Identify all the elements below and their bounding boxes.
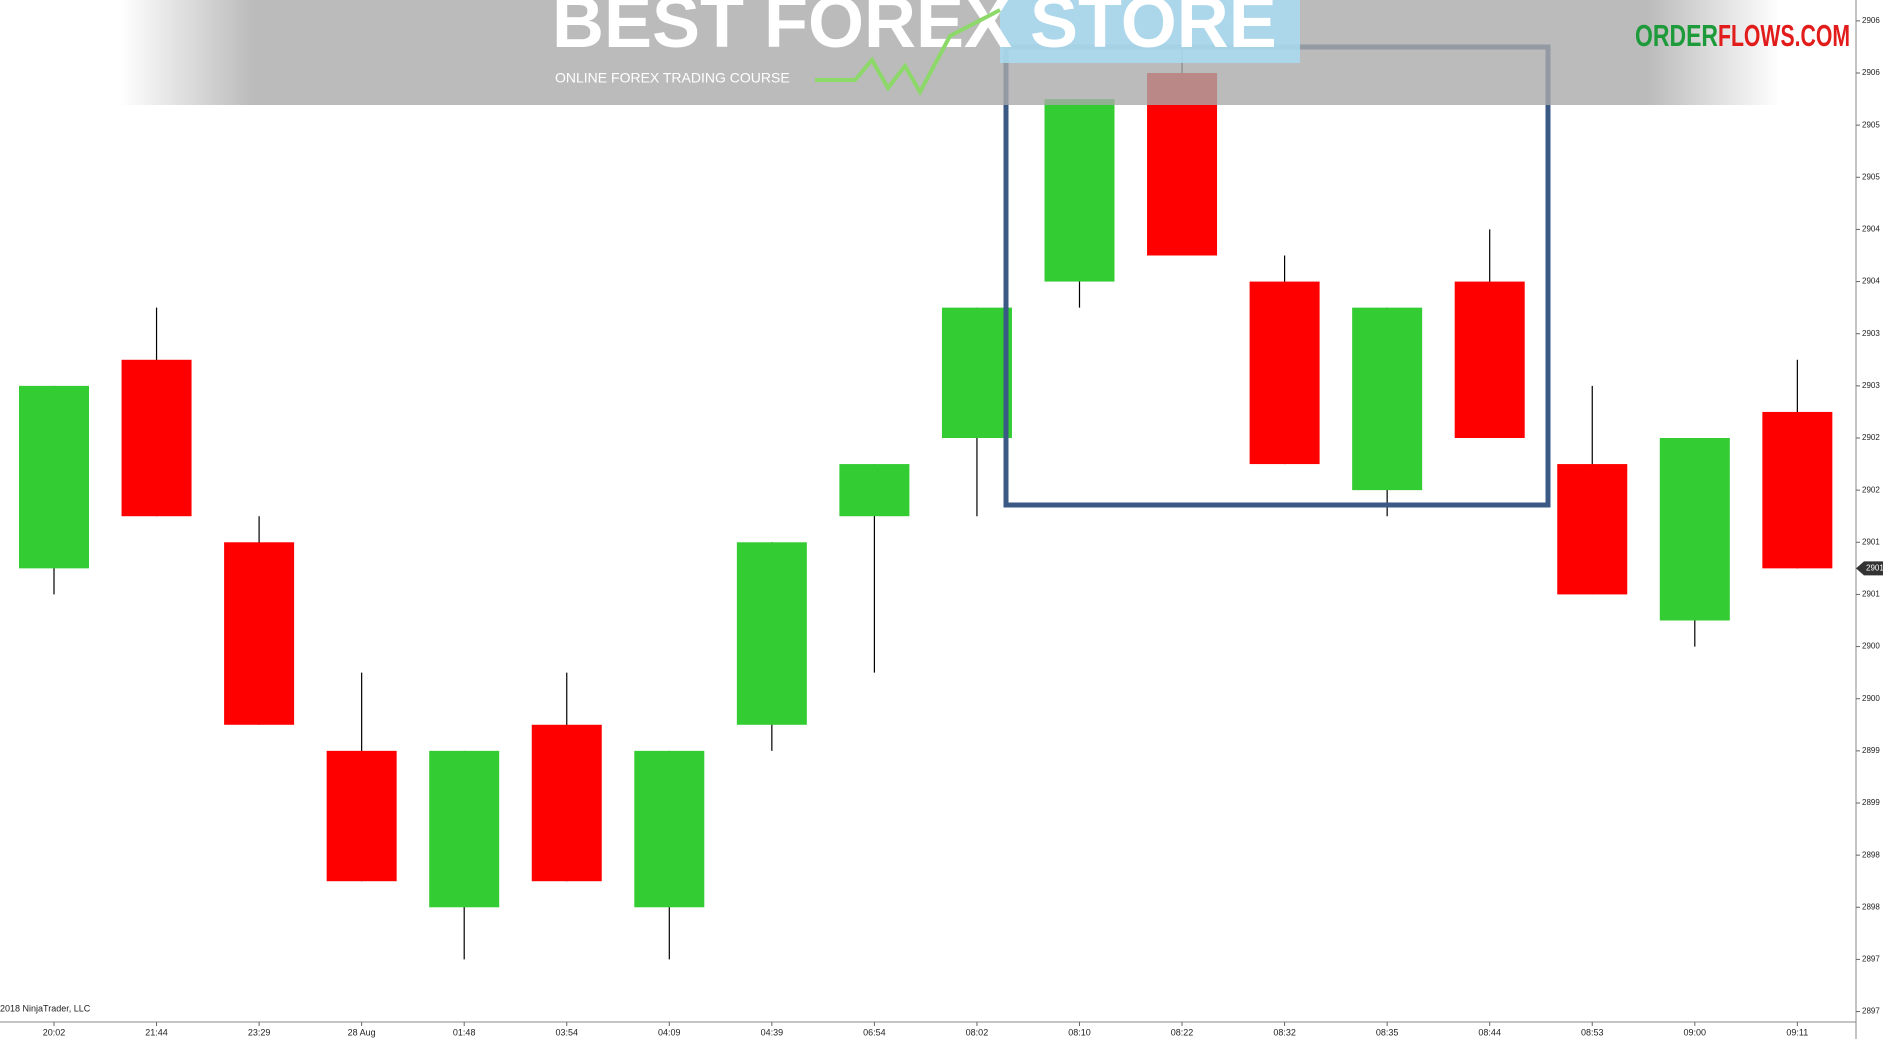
x-tick-label: 08:44 <box>1478 1027 1501 1037</box>
x-tick-label: 08:32 <box>1273 1027 1296 1037</box>
candle-body <box>941 307 1012 438</box>
y-tick-label: 2897 <box>1862 1007 1880 1016</box>
site-brand: ORDER <box>1635 18 1718 53</box>
candle-body <box>1762 411 1833 569</box>
site-brand: FLOWS.COM <box>1718 18 1850 53</box>
y-tick-label: 2901 <box>1862 537 1880 546</box>
watermark-banner <box>120 0 1780 105</box>
last-price-marker <box>1856 561 1883 576</box>
y-tick-label: 2899 <box>1862 746 1880 755</box>
y-tick-label: 2898 <box>1862 902 1880 911</box>
watermark-title: STORE <box>1030 0 1277 63</box>
y-tick-label: 2899 <box>1862 798 1880 807</box>
x-tick-label: 04:09 <box>658 1027 681 1037</box>
x-tick-label: 20:02 <box>43 1027 66 1037</box>
y-tick-label: 2898 <box>1862 850 1880 859</box>
y-tick-label: 2897 <box>1862 955 1880 964</box>
last-price-label: 2901 <box>1866 563 1883 572</box>
x-tick-label: 23:29 <box>248 1027 271 1037</box>
y-tick-label: 2904 <box>1862 277 1880 286</box>
y-tick-label: 2904 <box>1862 225 1880 234</box>
candle-body <box>121 359 192 517</box>
copyright: 2018 NinjaTrader, LLC <box>0 1003 91 1013</box>
candle-body <box>839 464 910 517</box>
x-tick-label: 08:22 <box>1171 1027 1194 1037</box>
candle-body <box>1352 307 1423 491</box>
x-tick-label: 08:10 <box>1068 1027 1091 1037</box>
y-tick-label: 2906 <box>1862 68 1880 77</box>
candle-body <box>429 750 500 908</box>
y-tick-label: 2905 <box>1862 120 1880 129</box>
x-tick-label: 08:02 <box>966 1027 989 1037</box>
overlay: BEST FOREX STORE ONLINE FOREX TRADING CO… <box>0 0 1850 1013</box>
candle-body <box>531 724 602 882</box>
x-tick-label: 08:35 <box>1376 1027 1399 1037</box>
watermark-swoosh <box>815 8 1001 97</box>
y-tick-label: 2900 <box>1862 642 1880 651</box>
candle-body <box>1044 99 1115 282</box>
watermark-subtitle: ONLINE FOREX TRADING COURSE <box>555 70 790 86</box>
candle-body <box>1659 438 1730 621</box>
candle-body <box>224 542 295 725</box>
y-tick-label: 2902 <box>1862 485 1880 494</box>
candle-body <box>1557 464 1628 595</box>
x-tick-label: 21:44 <box>145 1027 168 1037</box>
candle-body <box>736 542 807 725</box>
candle-body <box>19 385 89 569</box>
y-tick-label: 2903 <box>1862 381 1880 390</box>
y-tick-label: 2902 <box>1862 433 1880 442</box>
x-tick-label: 06:54 <box>863 1027 886 1037</box>
watermark-highlight <box>1000 0 1300 63</box>
y-tick-label: 2906 <box>1862 16 1880 25</box>
y-tick-label: 2901 <box>1862 590 1880 599</box>
y-tick-label: 2900 <box>1862 694 1880 703</box>
candle-body <box>634 750 705 908</box>
x-tick-label: 01:48 <box>453 1027 476 1037</box>
y-tick-label: 2903 <box>1862 329 1880 338</box>
x-tick-label: 09:11 <box>1786 1027 1808 1037</box>
x-tick-label: 03:54 <box>555 1027 578 1037</box>
x-tick-label: 09:00 <box>1684 1027 1707 1037</box>
candle-body <box>1454 281 1525 438</box>
y-tick-label: 2905 <box>1862 172 1880 181</box>
x-tick-label: 28 Aug <box>348 1027 376 1037</box>
watermark-title: BEST FOREX <box>552 0 1012 63</box>
x-tick-label: 04:39 <box>761 1027 784 1037</box>
x-tick-label: 08:53 <box>1581 1027 1604 1037</box>
candle-body <box>326 750 397 882</box>
candle-body <box>1249 281 1320 465</box>
